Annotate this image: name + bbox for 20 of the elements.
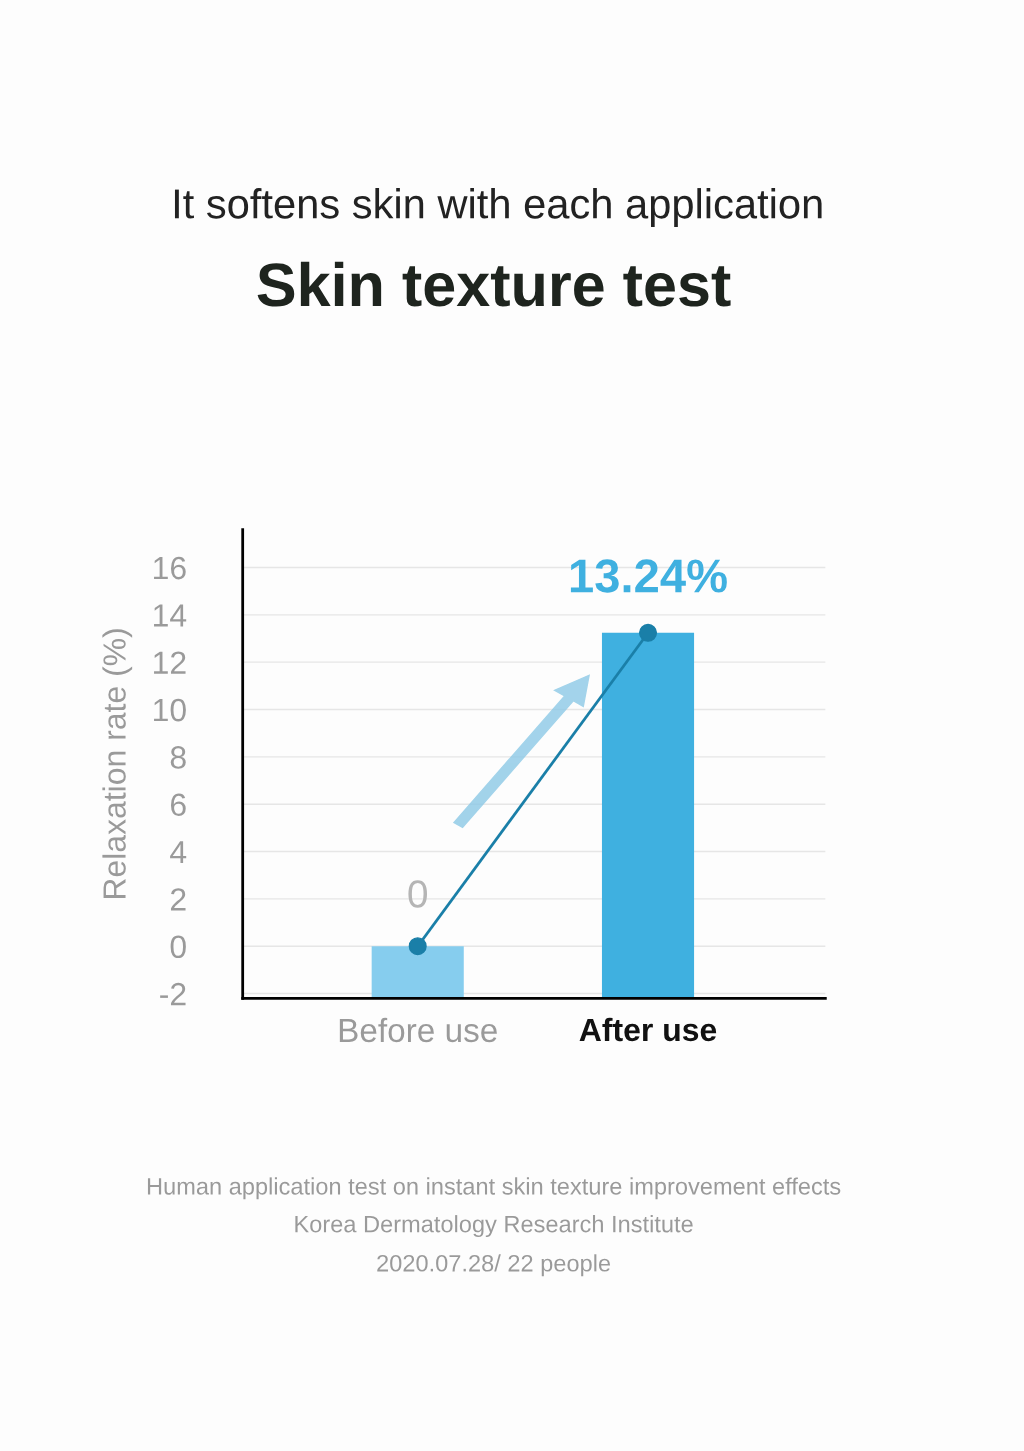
chart-subtitle: It softens skin with each application xyxy=(174,188,822,227)
y-tick-label: 0 xyxy=(170,935,186,959)
y-tick-label: 2 xyxy=(170,888,186,911)
chart-title: Skin texture test xyxy=(257,261,731,307)
y-tick-label: 16 xyxy=(154,556,186,580)
y-tick-label: 14 xyxy=(154,604,187,627)
y-tick-label: 10 xyxy=(154,698,186,722)
x-tick-label: Before use xyxy=(339,1017,497,1043)
data-label: 0 xyxy=(408,880,428,908)
text: Korea Dermatology Research Institute xyxy=(295,1215,693,1238)
text: 2020.07.28/ 22 people xyxy=(377,1254,611,1277)
y-axis-title: Relaxation rate (%) xyxy=(102,629,133,899)
data-label: 13.24% xyxy=(570,559,727,593)
y-tick-label: 6 xyxy=(170,793,186,817)
text: Human application test on instant skin texture improvement effects xyxy=(147,1177,841,1200)
x-tick-label: After use xyxy=(579,1017,717,1042)
y-tick-label: 12 xyxy=(154,651,186,674)
y-tick-label: -2 xyxy=(160,982,186,1006)
y-tick-label: 8 xyxy=(170,746,186,769)
y-tick-label: 4 xyxy=(170,841,187,864)
